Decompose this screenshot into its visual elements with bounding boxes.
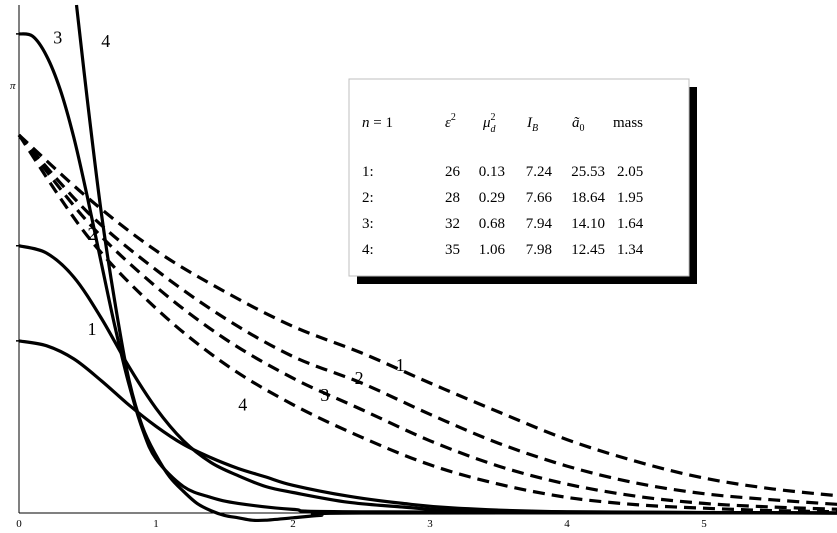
dashed-curve-label-4: 4 (238, 395, 247, 415)
dashed-curve-3 (17, 134, 837, 511)
legend-cell-r2-c1: 2: (362, 190, 374, 206)
x-tick-label-4: 4 (564, 518, 570, 530)
legend-cell-r1-c5: 25.53 (571, 164, 605, 180)
x-tick-label-2: 2 (290, 518, 296, 530)
legend-header-n: n = 1 (362, 115, 393, 131)
legend-cell-r4-c5: 12.45 (571, 242, 605, 258)
legend-cell-r3-c3: 0.68 (479, 216, 505, 232)
legend-cell-r4-c6: 1.34 (617, 242, 644, 258)
solid-curve-label-2: 2 (88, 224, 97, 244)
legend-cell-r1-c2: 26 (445, 164, 461, 180)
solid-curve-label-1: 1 (88, 319, 97, 339)
y-pi-tick-label: π (10, 80, 16, 92)
legend-cell-r1-c6: 2.05 (617, 164, 643, 180)
dashed-curve-2 (17, 133, 837, 506)
legend-cell-r4-c3: 1.06 (479, 242, 506, 258)
legend-cell-r3-c4: 7.94 (526, 216, 553, 232)
legend-header-mass: mass (613, 115, 643, 131)
legend-cell-r1-c3: 0.13 (479, 164, 505, 180)
legend-cell-r2-c3: 0.29 (479, 190, 505, 206)
legend-cell-r3-c6: 1.64 (617, 216, 644, 232)
legend-cell-r1-c4: 7.24 (526, 164, 553, 180)
legend-cell-r2-c6: 1.95 (617, 190, 643, 206)
dashed-curve-1 (17, 133, 837, 498)
x-tick-label-1: 1 (153, 518, 159, 530)
x-tick-label-3: 3 (427, 518, 433, 530)
legend-table: n = 1 ε2 μ2 d IB ã0 mass 1: 26 0.13 7.24 25.5… (348, 78, 697, 284)
solid-curve-2 (18, 244, 837, 515)
legend-cell-r3-c1: 3: (362, 216, 374, 232)
legend-cell-r2-c2: 28 (445, 190, 460, 206)
legend-header-a0: ã0 (572, 115, 585, 134)
x-tick-label-5: 5 (701, 518, 707, 530)
legend-header-ib: IB (526, 115, 538, 134)
legend-cell-r2-c5: 18.64 (571, 190, 605, 206)
legend-cell-r2-c4: 7.66 (526, 190, 553, 206)
legend-cell-r3-c5: 14.10 (571, 216, 605, 232)
curve-labels-layer: 1 2 3 4 1 2 3 4 (53, 28, 405, 415)
curves-layer (16, 4, 837, 523)
legend-cell-r4-c4: 7.98 (526, 242, 552, 258)
legend-cell-r4-c2: 35 (445, 242, 460, 258)
legend-box (348, 78, 690, 277)
axes-layer: π 0 1 2 3 4 5 (10, 5, 837, 530)
legend-header-mu: μ2 d (482, 112, 497, 135)
x-tick-label-0: 0 (16, 518, 22, 530)
solid-curve-label-3: 3 (53, 28, 62, 48)
legend-cell-r1-c1: 1: (362, 164, 374, 180)
legend-header-eps: ε2 (445, 112, 456, 131)
dashed-curve-label-1: 1 (396, 355, 405, 375)
dashed-curve-label-2: 2 (355, 368, 364, 388)
dashed-curve-4 (17, 134, 837, 514)
legend-cell-r4-c1: 4: (362, 242, 374, 258)
legend-cell-r3-c2: 32 (445, 216, 460, 232)
legend-rows: 1: 26 0.13 7.24 25.53 2.05 2: 28 0.29 7.66 18.64 1.… (362, 164, 644, 258)
solid-curve-4 (74, 4, 837, 523)
dashed-curve-label-3: 3 (320, 385, 329, 405)
solid-curve-label-4: 4 (101, 31, 110, 51)
